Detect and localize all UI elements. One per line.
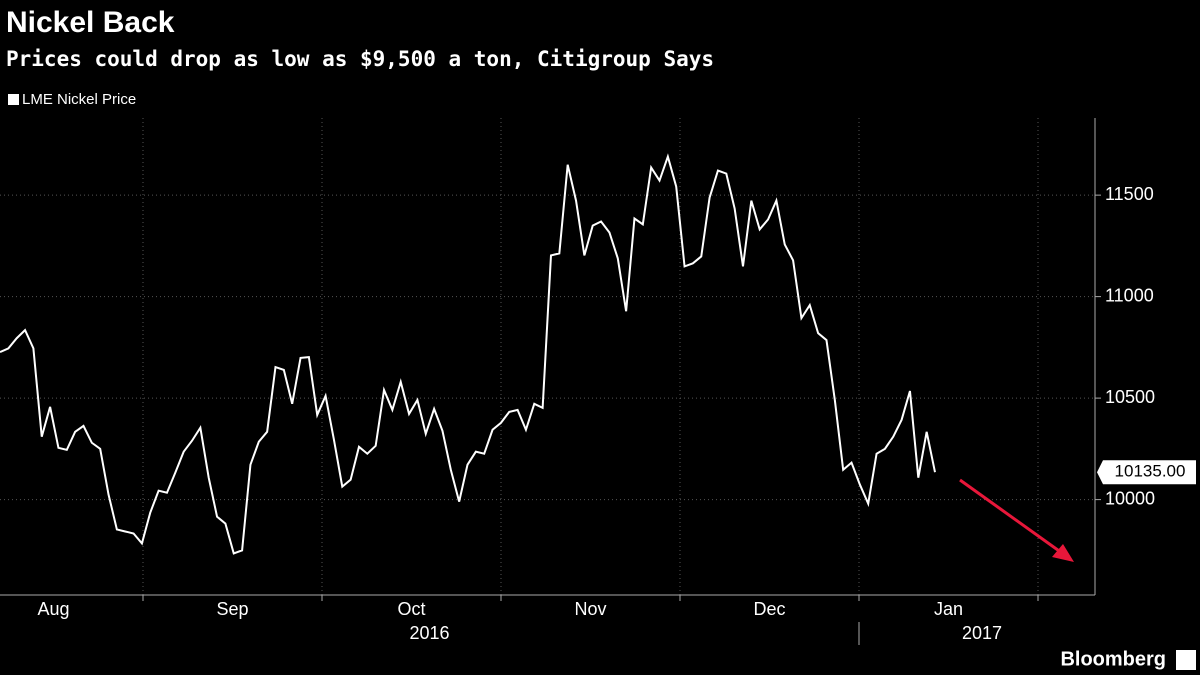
last-value-box: [1097, 460, 1196, 485]
year-label: 2017: [962, 623, 1002, 643]
x-tick-label: Jan: [934, 599, 963, 619]
chart-subtitle: Prices could drop as low as $9,500 a ton…: [6, 47, 714, 71]
last-value-label: 10135.00: [1115, 462, 1186, 481]
forecast-arrow: [959, 478, 1074, 562]
logo: [1176, 650, 1196, 670]
x-tick-label: Aug: [37, 599, 69, 619]
y-tick-label: 11500: [1105, 184, 1154, 204]
chart-title: Nickel Back: [6, 6, 175, 39]
price-line: [0, 153, 936, 555]
source: Bloomberg: [1060, 648, 1166, 670]
year-label: 2016: [409, 623, 449, 643]
legend-swatch: [8, 94, 19, 105]
last-value-tag: 10135.00: [1097, 460, 1196, 485]
y-tick-label: 10500: [1105, 387, 1155, 407]
legend-label: LME Nickel Price: [22, 91, 136, 108]
x-tick-label: Dec: [753, 599, 785, 619]
x-tick-label: Oct: [397, 599, 425, 619]
y-tick-label: 11000: [1105, 285, 1154, 305]
x-tick-label: Nov: [574, 599, 606, 619]
x-tick-label: Sep: [216, 599, 248, 619]
y-tick-label: 10000: [1105, 488, 1155, 508]
